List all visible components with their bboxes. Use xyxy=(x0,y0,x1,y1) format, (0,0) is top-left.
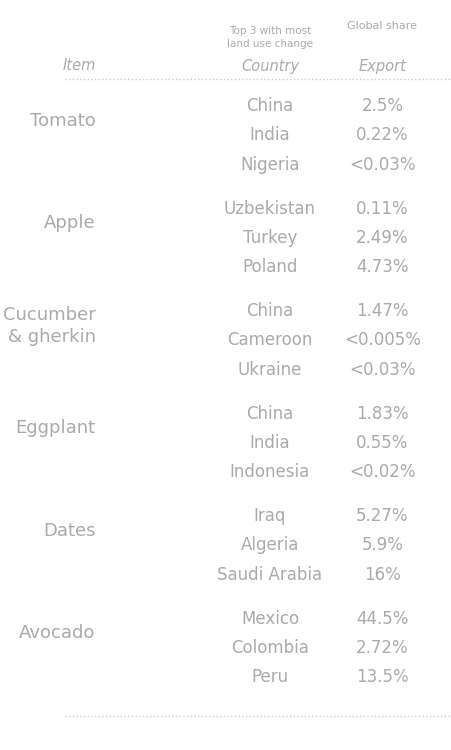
Text: <0.03%: <0.03% xyxy=(348,156,414,174)
Text: 1.47%: 1.47% xyxy=(355,302,408,320)
Text: <0.03%: <0.03% xyxy=(348,361,414,379)
Text: 0.55%: 0.55% xyxy=(355,434,408,452)
Text: Indonesia: Indonesia xyxy=(230,464,309,482)
Text: Export: Export xyxy=(358,58,405,74)
Text: 13.5%: 13.5% xyxy=(355,668,408,686)
Text: 0.11%: 0.11% xyxy=(355,200,408,217)
Text: 4.73%: 4.73% xyxy=(355,258,408,276)
Text: Turkey: Turkey xyxy=(242,229,296,247)
Text: Ukraine: Ukraine xyxy=(237,361,302,379)
Text: Item: Item xyxy=(62,58,96,74)
Text: Iraq: Iraq xyxy=(253,507,285,525)
Text: Poland: Poland xyxy=(242,258,297,276)
Text: China: China xyxy=(246,405,293,423)
Text: India: India xyxy=(249,127,290,145)
Text: Global share: Global share xyxy=(346,21,416,31)
Text: Colombia: Colombia xyxy=(230,639,308,657)
Text: 5.9%: 5.9% xyxy=(360,536,402,554)
Text: Apple: Apple xyxy=(44,214,96,232)
Text: 2.5%: 2.5% xyxy=(360,98,402,116)
Text: Peru: Peru xyxy=(251,668,288,686)
Text: Dates: Dates xyxy=(43,522,96,540)
Text: Cucumber
& gherkin: Cucumber & gherkin xyxy=(3,306,96,346)
Text: 44.5%: 44.5% xyxy=(355,610,408,628)
Text: China: China xyxy=(246,302,293,320)
Text: Nigeria: Nigeria xyxy=(239,156,299,174)
Text: Country: Country xyxy=(240,58,299,74)
Text: <0.02%: <0.02% xyxy=(348,464,414,482)
Text: China: China xyxy=(246,98,293,116)
Text: India: India xyxy=(249,434,290,452)
Text: Cameroon: Cameroon xyxy=(227,332,312,350)
Text: <0.005%: <0.005% xyxy=(343,332,420,350)
Text: Algeria: Algeria xyxy=(240,536,299,554)
Text: 2.72%: 2.72% xyxy=(355,639,408,657)
Text: Avocado: Avocado xyxy=(19,624,96,642)
Text: Uzbekistan: Uzbekistan xyxy=(224,200,315,217)
Text: Mexico: Mexico xyxy=(240,610,299,628)
Text: Tomato: Tomato xyxy=(30,112,96,130)
Text: 0.22%: 0.22% xyxy=(355,127,408,145)
Text: 2.49%: 2.49% xyxy=(355,229,408,247)
Text: 16%: 16% xyxy=(363,566,400,584)
Text: Top 3 with most
land use change: Top 3 with most land use change xyxy=(226,26,312,50)
Text: Eggplant: Eggplant xyxy=(15,419,96,437)
Text: 1.83%: 1.83% xyxy=(355,405,408,423)
Text: Saudi Arabia: Saudi Arabia xyxy=(217,566,322,584)
Text: 5.27%: 5.27% xyxy=(355,507,408,525)
